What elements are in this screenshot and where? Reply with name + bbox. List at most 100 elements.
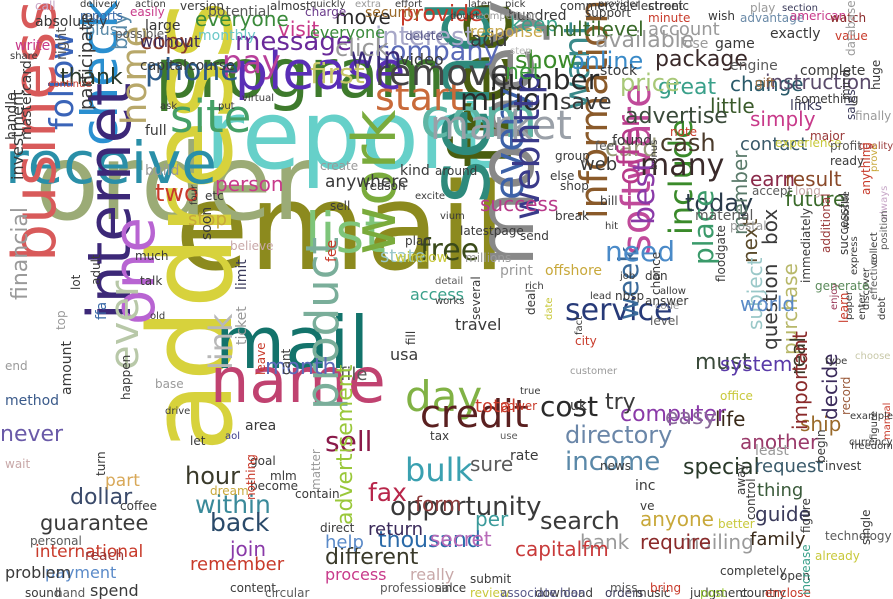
- cloud-word: code: [655, 301, 680, 312]
- cloud-word: keep: [510, 12, 559, 36]
- cloud-word: currency: [849, 437, 893, 448]
- cloud-word: accept: [752, 184, 793, 199]
- cloud-word: learn: [837, 292, 851, 323]
- cloud-word: sell: [330, 199, 351, 214]
- cloud-word: bill: [600, 194, 618, 209]
- cloud-word: already: [815, 549, 860, 564]
- cloud-word: response: [470, 22, 543, 42]
- cloud-word: quickly: [310, 0, 346, 10]
- cloud-word: monthly: [198, 27, 256, 44]
- cloud-word: person: [215, 172, 284, 196]
- cloud-word: level: [650, 314, 679, 329]
- cloud-word: competition: [478, 11, 538, 22]
- cloud-word: fax: [368, 478, 407, 507]
- cloud-word: two: [155, 178, 199, 207]
- cloud-word: etc: [205, 189, 224, 204]
- cloud-word: matter: [309, 449, 323, 490]
- cloud-word: day: [405, 372, 483, 422]
- cloud-word: payment: [45, 563, 117, 583]
- cloud-word: web: [580, 153, 618, 175]
- cloud-word: figure: [799, 498, 813, 533]
- cloud-word: security: [365, 4, 421, 21]
- cloud-word: call: [35, 0, 56, 13]
- cloud-word: mlm: [270, 469, 297, 484]
- cloud-word: little: [710, 94, 755, 118]
- cloud-word: simply: [750, 107, 816, 131]
- cloud-word: bank: [580, 530, 630, 554]
- cloud-word: kind: [400, 162, 430, 179]
- cloud-word: completely: [720, 564, 787, 579]
- cloud-word: dream: [210, 484, 249, 499]
- cloud-word: require: [640, 530, 712, 554]
- cloud-word: life: [715, 407, 746, 431]
- cloud-word: stop: [188, 208, 227, 230]
- cloud-word: available: [595, 28, 695, 54]
- cloud-word: world: [740, 292, 796, 316]
- cloud-word: program: [155, 34, 446, 114]
- cloud-word: date: [544, 297, 555, 320]
- cloud-word: control: [744, 478, 758, 520]
- cloud-word: access: [410, 285, 464, 305]
- cloud-word: share: [10, 51, 38, 62]
- cloud-word: debt: [877, 297, 888, 320]
- cloud-word: advantage: [740, 11, 805, 26]
- cloud-word: lot: [69, 274, 83, 290]
- cloud-word: must: [695, 350, 751, 376]
- cloud-word: build: [145, 162, 180, 179]
- cloud-word: within: [195, 490, 271, 519]
- cloud-word: record: [839, 376, 853, 415]
- cloud-word: bulk: [405, 451, 474, 490]
- cloud-word: direct: [320, 521, 355, 536]
- cloud-word: price: [620, 68, 680, 97]
- cloud-word: fee: [324, 239, 340, 262]
- cloud-word: copy: [140, 30, 193, 56]
- cloud-word: personal: [30, 534, 82, 549]
- cloud-word: mailing: [680, 530, 754, 554]
- cloud-word: virtual: [242, 93, 274, 104]
- cloud-word: card: [605, 133, 658, 162]
- cloud-word: version: [180, 0, 224, 13]
- cloud-word: dollar: [70, 485, 133, 511]
- cloud-word: remove: [375, 53, 512, 95]
- cloud-word: american: [790, 9, 847, 24]
- cloud-word: interest: [375, 22, 475, 53]
- cloud-word: millions: [465, 251, 512, 266]
- cloud-word: reports: [80, 9, 123, 24]
- cloud-word: profit: [830, 139, 862, 154]
- cloud-word: aol: [225, 431, 241, 442]
- cloud-word: per: [475, 507, 509, 531]
- cloud-word: part: [105, 471, 140, 492]
- cloud-word: hand: [55, 586, 86, 599]
- cloud-word: show: [515, 45, 578, 74]
- cloud-word: fact: [574, 315, 585, 335]
- cloud-word: charge: [305, 5, 347, 20]
- cloud-word: miss: [610, 581, 638, 596]
- cloud-word: anywhere: [325, 172, 409, 193]
- cloud-word: freedom: [851, 441, 893, 452]
- cloud-word: shop: [560, 179, 589, 194]
- cloud-word: site: [170, 90, 252, 143]
- cloud-word: top: [54, 310, 68, 330]
- cloud-word: else: [550, 169, 575, 184]
- cloud-word: move: [335, 5, 391, 29]
- cloud-word: goal: [250, 454, 276, 469]
- cloud-word: long: [795, 184, 821, 199]
- cloud-word: detail: [435, 276, 464, 287]
- cloud-word: contain: [295, 487, 340, 502]
- cloud-word: cost: [540, 389, 599, 423]
- cloud-word: travel: [455, 315, 502, 335]
- cloud-word: since: [435, 581, 467, 596]
- cloud-word: really: [410, 565, 455, 585]
- cloud-word: win: [350, 41, 402, 76]
- cloud-word: cash: [660, 128, 716, 157]
- cloud-word: without: [140, 32, 201, 52]
- cloud-word: base: [155, 377, 184, 392]
- cloud-word: office: [720, 389, 753, 404]
- cloud-word: video: [400, 50, 444, 70]
- cloud-word: coffee: [120, 499, 157, 514]
- cloud-word: computer: [620, 402, 727, 428]
- cloud-word: example: [850, 411, 893, 422]
- cloud-word: vium: [440, 211, 465, 222]
- cloud-word: amount: [59, 340, 75, 395]
